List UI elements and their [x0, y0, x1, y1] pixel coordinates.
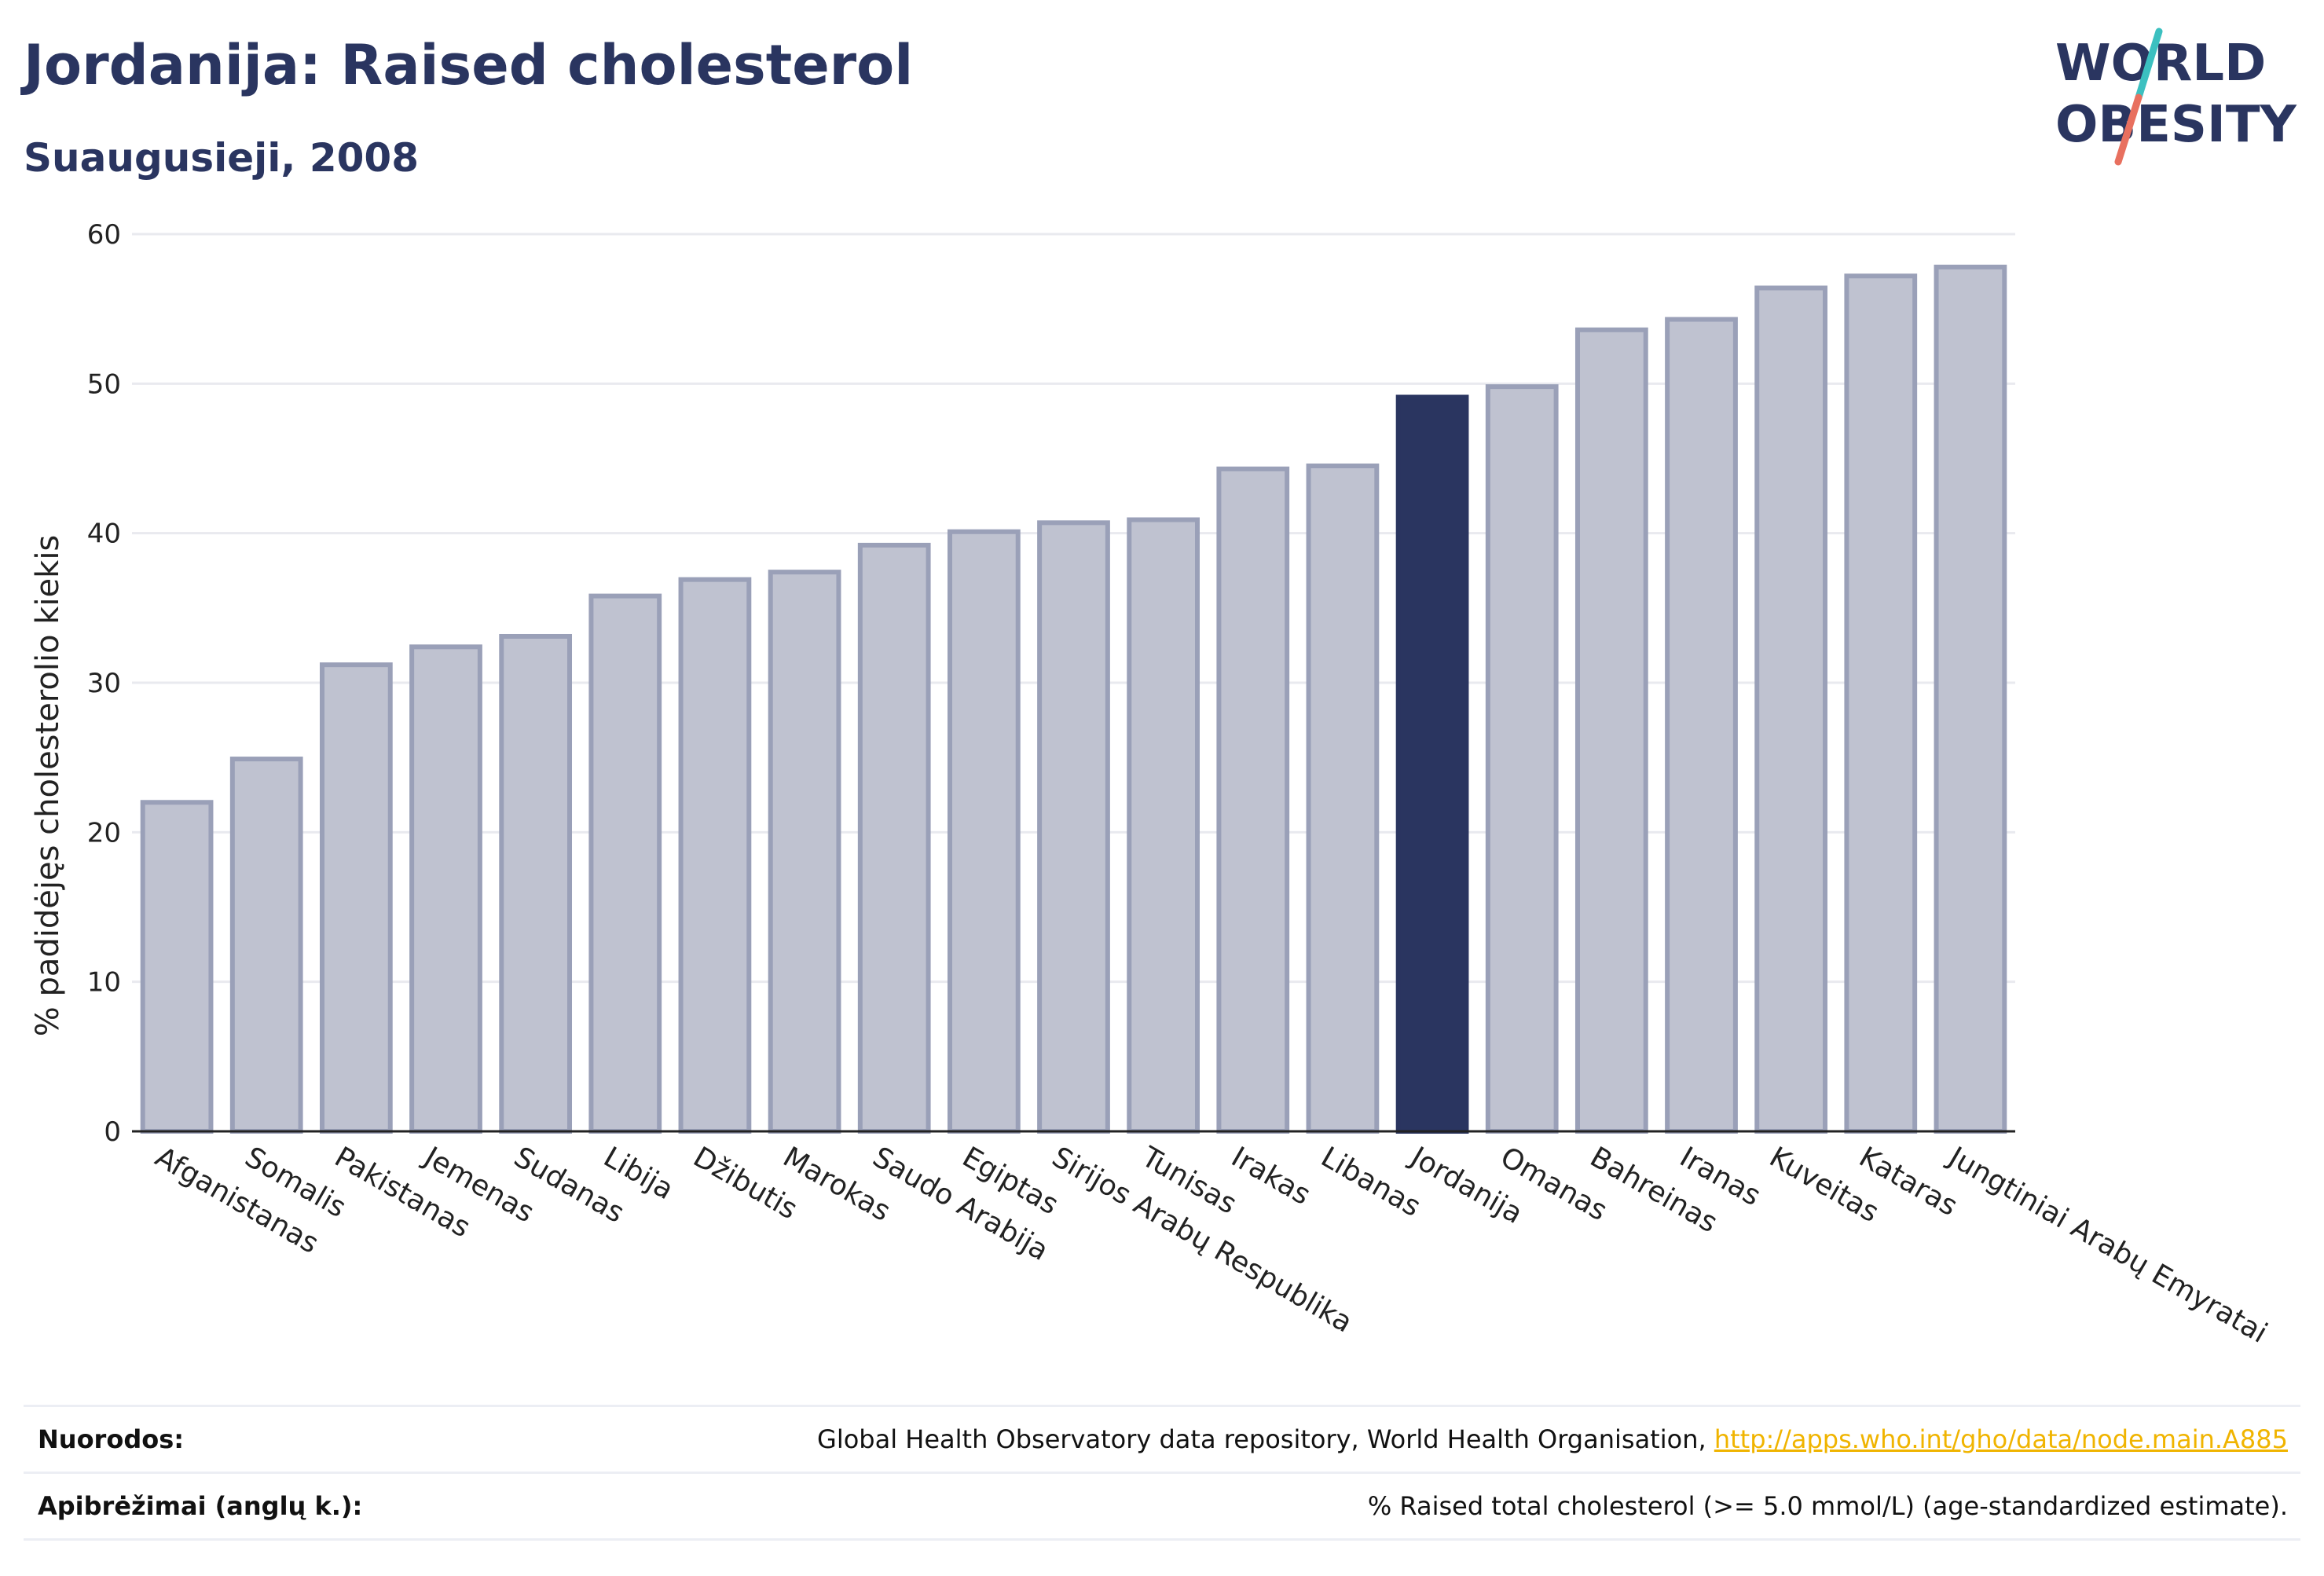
bar-saudo-arabija — [857, 542, 931, 1134]
bar-chart: 0 10 20 30 40 50 60 AfganistanasSomalisPakista… — [30, 219, 2273, 1350]
logo-slash-teal — [2135, 27, 2163, 101]
bar-marokas — [768, 570, 841, 1134]
y-axis-ticks: 0 10 20 30 40 50 60 — [87, 219, 121, 1148]
bar-libija — [588, 593, 662, 1134]
logo-line-2: OBESITY — [2055, 96, 2297, 154]
x-tick-label: Irakas — [1226, 1141, 1315, 1211]
y-tick-label: 20 — [87, 817, 121, 848]
bar-sudanas — [499, 633, 573, 1134]
bar-kuveitas — [1754, 285, 1828, 1134]
definitions-label: Apibrėžimai (anglų k.): — [38, 1491, 363, 1521]
page-subtitle: Suaugusieji, 2008 — [24, 135, 419, 181]
y-tick-label: 40 — [87, 519, 121, 550]
bar-sirijos-arabų-respublika — [1037, 520, 1110, 1134]
definitions-row: Apibrėžimai (anglų k.): % Raised total c… — [24, 1472, 2300, 1541]
bar-jemenas — [409, 644, 482, 1134]
bar-libanas — [1306, 464, 1380, 1134]
bars — [140, 264, 2007, 1134]
x-tick-label: Libanas — [1315, 1141, 1426, 1223]
y-tick-label: 50 — [87, 368, 121, 400]
bar-omanas — [1485, 384, 1559, 1134]
y-tick-label: 10 — [87, 967, 121, 999]
sources-text: Global Health Observatory data repositor… — [817, 1424, 1714, 1454]
y-axis-label: % padidėjęs cholesterolio kiekis — [30, 535, 66, 1037]
logo-slash-red — [2114, 93, 2143, 166]
y-tick-label: 60 — [87, 219, 121, 251]
bar-džibutis — [678, 577, 752, 1134]
bar-bahreinas — [1574, 327, 1648, 1134]
world-obesity-logo: WORLD OBESITY — [2055, 27, 2297, 166]
sources-row: Nuorodos: Global Health Observatory data… — [24, 1405, 2300, 1472]
y-tick-label: 0 — [104, 1116, 121, 1148]
bar-egiptas — [947, 529, 1021, 1134]
sources-value: Global Health Observatory data repositor… — [817, 1424, 2300, 1454]
y-tick-label: 30 — [87, 668, 121, 699]
bar-afganistanas — [140, 800, 214, 1134]
footer: Nuorodos: Global Health Observatory data… — [24, 1405, 2300, 1541]
bar-tunisas — [1127, 517, 1200, 1134]
definitions-text: % Raised total cholesterol (>= 5.0 mmol/… — [1367, 1491, 2288, 1521]
sources-link[interactable]: http://apps.who.int/gho/data/node.main.A… — [1714, 1424, 2288, 1454]
bar-pakistanas — [319, 662, 393, 1134]
sources-label: Nuorodos: — [38, 1424, 185, 1454]
bar-jungtiniai-arabų-emyratai — [1934, 264, 2007, 1134]
page-title: Jordanija: Raised cholesterol — [24, 33, 914, 97]
bar-somalis — [229, 757, 303, 1134]
bar-jordanija — [1395, 394, 1469, 1134]
x-axis-ticks: AfganistanasSomalisPakistanasJemenasSuda… — [150, 1140, 2273, 1350]
bar-kataras — [1844, 273, 1918, 1134]
logo-line-1: WORLD — [2055, 35, 2266, 93]
bar-irakas — [1216, 466, 1290, 1134]
x-tick-label: Jungtiniai Arabų Emyratai — [1942, 1140, 2273, 1350]
bar-iranas — [1665, 317, 1738, 1134]
